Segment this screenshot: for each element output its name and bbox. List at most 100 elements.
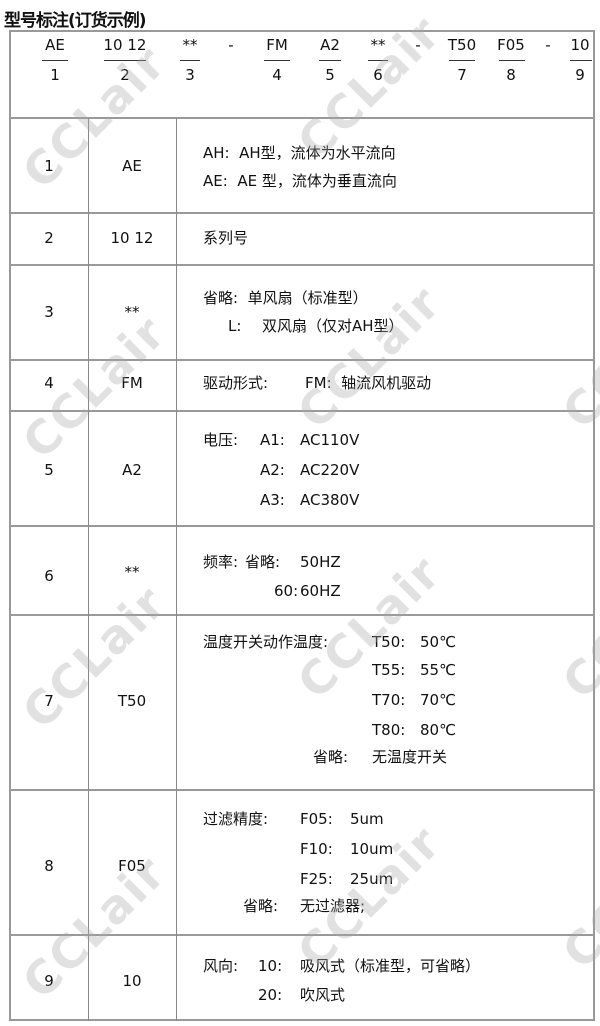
position-2: 2 (120, 66, 130, 84)
row-code: A2 (122, 461, 142, 479)
description: 省略: 单风扇（标准型） (203, 289, 368, 307)
code-9: 10 (570, 36, 590, 54)
position-3: 3 (185, 66, 195, 84)
description-key: T55: (372, 661, 406, 679)
row-code: T50 (117, 692, 147, 710)
description: 70℃ (420, 691, 456, 709)
description-label: 风向: (203, 957, 239, 975)
row-code: F05 (118, 857, 146, 875)
description: 无温度开关 (372, 748, 448, 766)
description-key: F25: (300, 870, 333, 888)
description: 系列号 (203, 229, 249, 247)
code-5: A2 (320, 36, 340, 54)
row-code: 10 12 (110, 229, 154, 247)
description: 55℃ (420, 661, 456, 679)
description-label: 温度开关动作温度: (203, 633, 329, 651)
row-number: 6 (44, 567, 54, 585)
description-label: 频率: (203, 553, 239, 571)
description: FM: 轴流风机驱动 (305, 374, 432, 392)
code-4: FM (266, 36, 288, 54)
description: 吸风式（标准型，可省略） (300, 957, 481, 975)
underline (42, 60, 68, 61)
row-divider (9, 117, 595, 119)
description-key: T50: (372, 633, 406, 651)
code-separator: - (545, 36, 551, 54)
description: 80℃ (420, 721, 456, 739)
position-9: 9 (575, 66, 585, 84)
description-key: T70: (372, 691, 406, 709)
position-4: 4 (272, 66, 282, 84)
row-code: 10 (122, 972, 142, 990)
row-divider (9, 614, 595, 616)
row-number: 3 (44, 303, 54, 321)
position-1: 1 (50, 66, 60, 84)
code-separator: - (228, 36, 234, 54)
description-key: 10: (258, 957, 283, 975)
underline (319, 60, 341, 61)
row-divider (9, 212, 595, 214)
row-divider (9, 410, 595, 412)
code-6: ** (370, 36, 386, 54)
description-key: 60: (274, 582, 299, 600)
description-key: 20: (258, 986, 283, 1004)
description-key: A3: (260, 491, 285, 509)
row-number: 9 (44, 972, 54, 990)
underline (180, 60, 200, 61)
description: 无过滤器; (300, 897, 366, 915)
description-key: F05: (300, 810, 333, 828)
description: AE: AE 型，流体为垂直流向 (203, 172, 397, 190)
row-number: 2 (44, 229, 54, 247)
column-divider (88, 118, 89, 1021)
description: 吹风式 (300, 986, 346, 1004)
row-code: ** (124, 563, 140, 581)
underline (449, 60, 475, 61)
description: AH: AH型，流体为水平流向 (203, 144, 396, 162)
description-key: A2: (260, 461, 285, 479)
code-7: T50 (447, 36, 477, 54)
position-8: 8 (506, 66, 516, 84)
row-code: AE (122, 157, 142, 175)
row-divider (9, 264, 595, 266)
code-2: 10 12 (103, 36, 147, 54)
description: 5um (350, 810, 384, 828)
description-key: F10: (300, 840, 333, 858)
code-8: F05 (497, 36, 525, 54)
code-separator: - (415, 36, 421, 54)
position-7: 7 (457, 66, 467, 84)
description: AC110V (300, 431, 360, 449)
description-key: A1: (260, 431, 285, 449)
row-number: 7 (44, 692, 54, 710)
underline (570, 60, 592, 61)
row-divider (9, 525, 595, 527)
row-number: 8 (44, 857, 54, 875)
code-1: AE (45, 36, 65, 54)
description: 双风扇（仅对AH型） (262, 317, 404, 335)
row-divider (9, 934, 595, 936)
position-5: 5 (325, 66, 335, 84)
description: 25um (350, 870, 394, 888)
row-number: 1 (44, 157, 54, 175)
underline (368, 60, 388, 61)
description: AC380V (300, 491, 360, 509)
position-6: 6 (373, 66, 383, 84)
description: 50HZ (300, 553, 341, 571)
description: 50℃ (420, 633, 456, 651)
description-key: L: (228, 317, 242, 335)
description: 60HZ (300, 582, 341, 600)
underline (104, 60, 146, 61)
underline (499, 60, 525, 61)
description: 10um (350, 840, 394, 858)
row-code: FM (121, 374, 143, 392)
description-key: 省略: (243, 897, 279, 915)
row-number: 5 (44, 461, 54, 479)
description-key: T80: (372, 721, 406, 739)
row-number: 4 (44, 374, 54, 392)
row-divider (9, 789, 595, 791)
description-label: 驱动形式: (203, 374, 269, 392)
column-divider (176, 118, 177, 1021)
page-title: 型号标注(订货示例) (4, 11, 147, 31)
row-divider (9, 359, 595, 361)
description-key: 省略: (245, 553, 281, 571)
underline (264, 60, 290, 61)
